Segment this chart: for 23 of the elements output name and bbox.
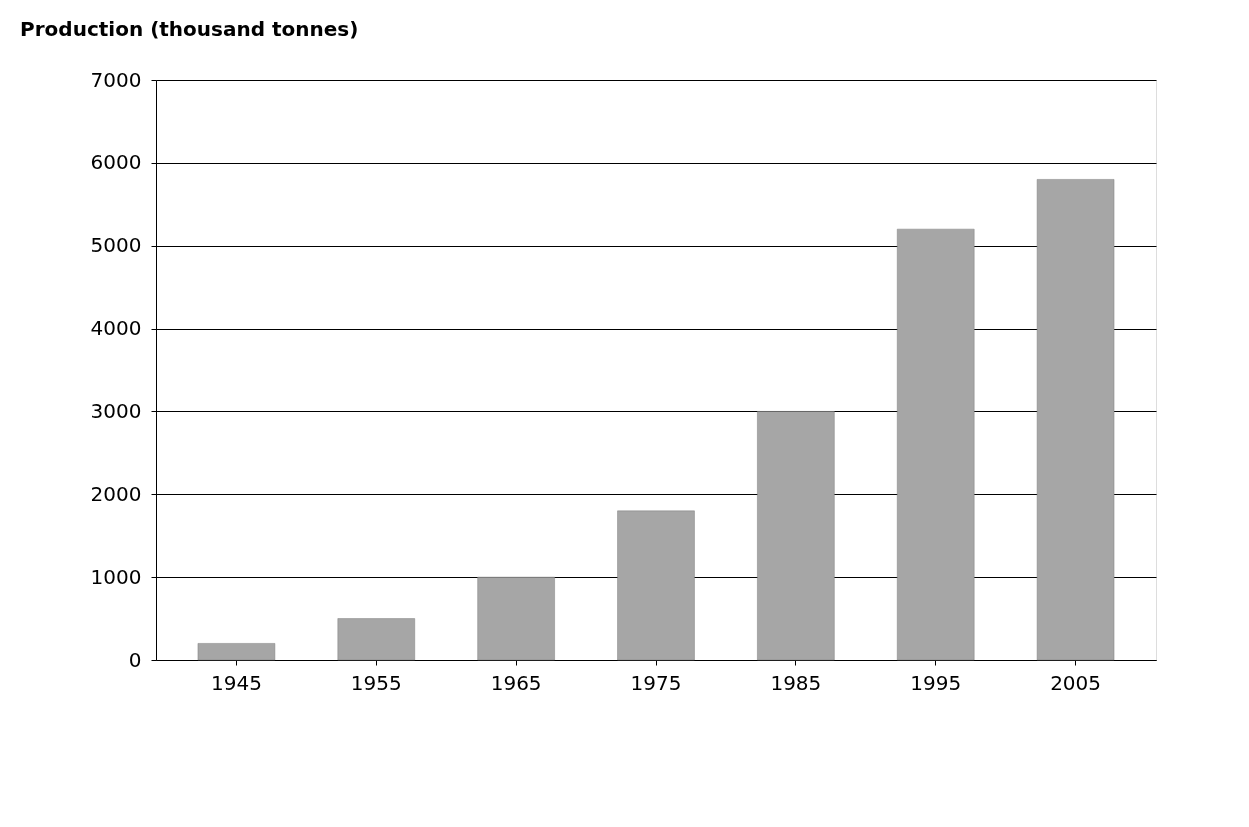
y-tick-label: 3000 — [90, 398, 142, 423]
y-tick-label: 2000 — [90, 481, 142, 506]
y-tick-label: 4000 — [90, 316, 142, 341]
x-tick-label: 1995 — [910, 670, 962, 695]
y-tick-label: 6000 — [90, 150, 142, 175]
x-tick-label: 1975 — [630, 670, 682, 695]
y-tick-label: 7000 — [90, 67, 142, 92]
x-tick-label: 1955 — [350, 670, 402, 695]
x-tick-label: 1945 — [210, 670, 262, 695]
y-tick-label: 1000 — [90, 564, 142, 589]
y-tick-label: 5000 — [90, 233, 142, 258]
bar — [197, 643, 276, 661]
bar — [477, 576, 555, 661]
x-tick-label: 2005 — [1050, 670, 1102, 695]
bar — [1036, 179, 1115, 661]
bar — [337, 618, 415, 661]
y-tick-label: 0 — [128, 647, 142, 672]
bar — [617, 510, 695, 661]
bar — [897, 228, 975, 661]
x-tick-label: 1965 — [490, 670, 542, 695]
bar — [757, 411, 835, 661]
x-tick-label: 1985 — [770, 670, 822, 695]
y-axis-title: Production (thousand tonnes) — [20, 17, 359, 41]
